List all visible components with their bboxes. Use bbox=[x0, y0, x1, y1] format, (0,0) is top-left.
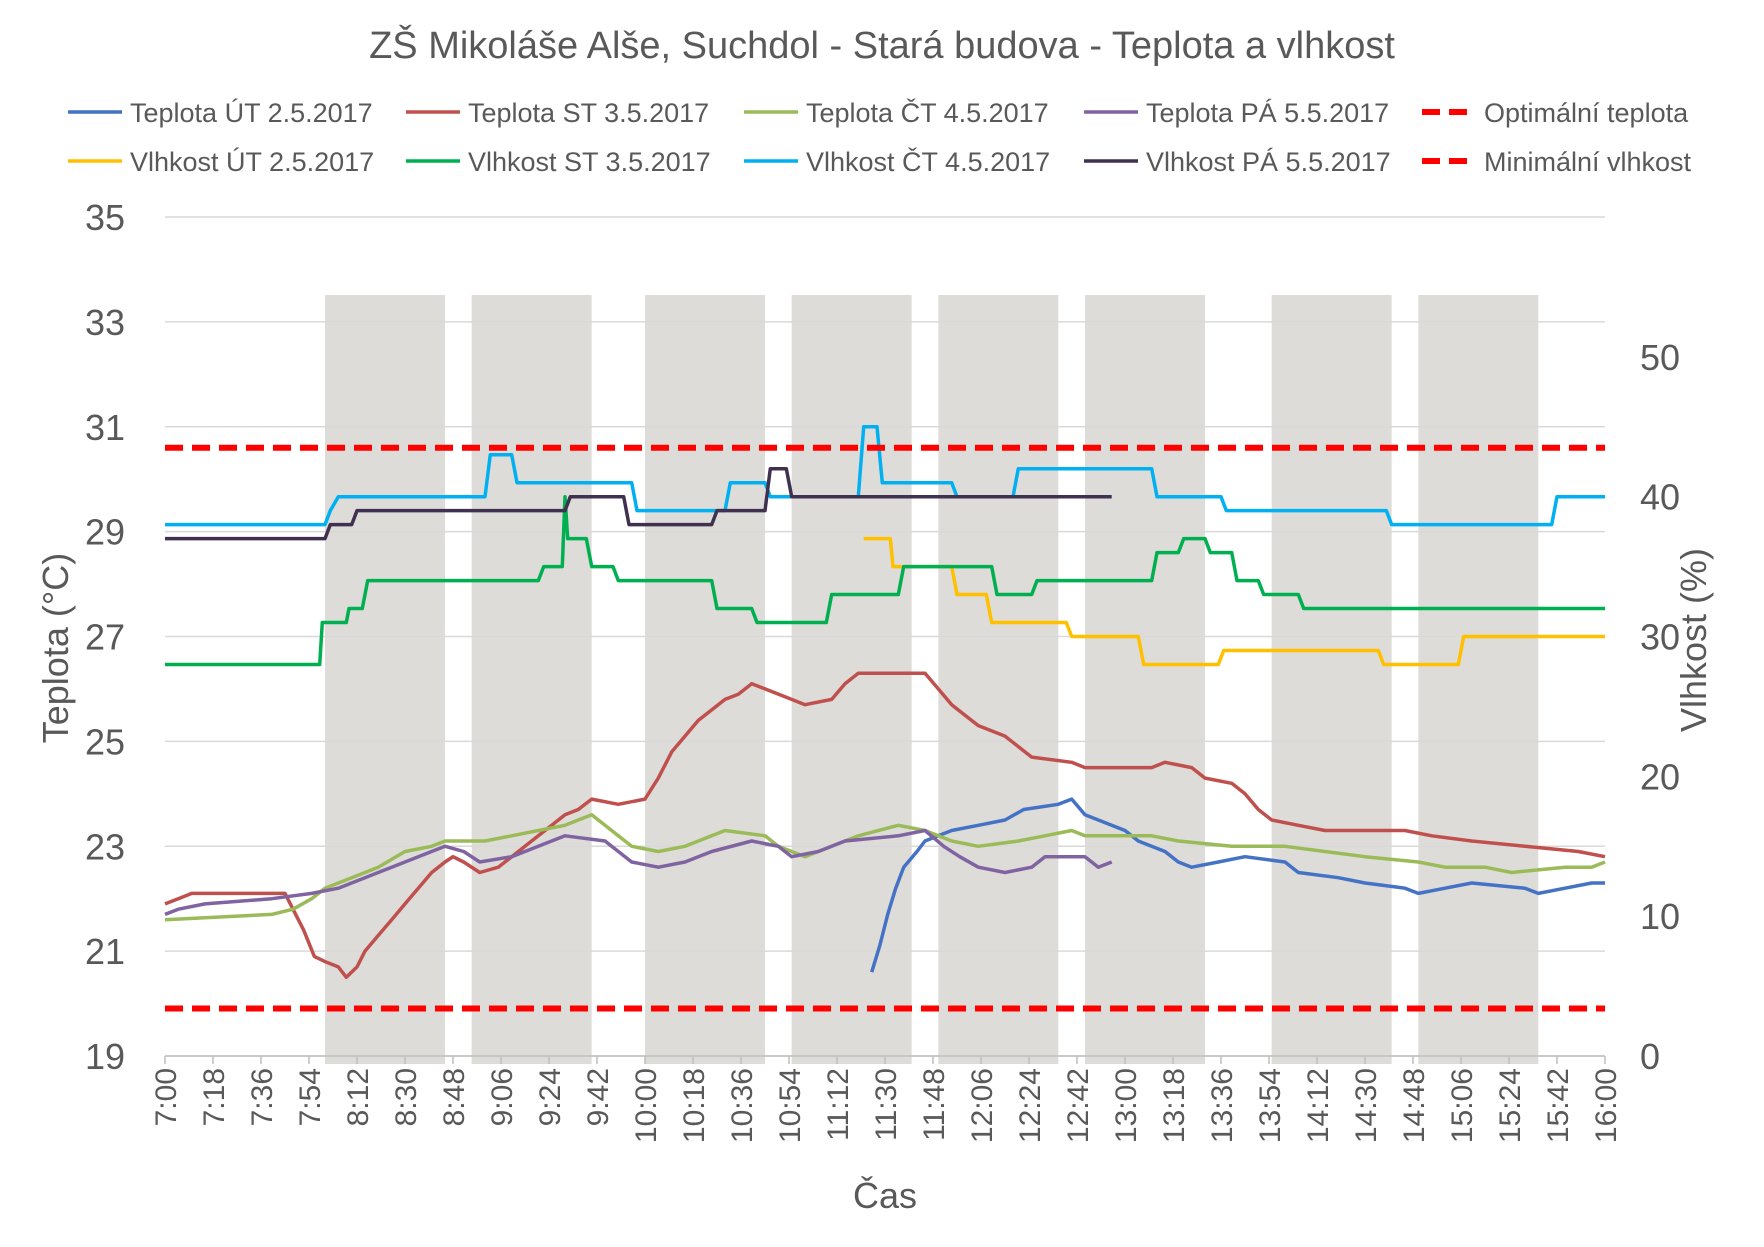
y-left-tick-label: 25 bbox=[85, 721, 125, 762]
series-teplota-ut-2-5-2017 bbox=[870, 797, 1605, 973]
series-vlhkost-ct-4-5-2017 bbox=[165, 425, 1605, 527]
x-tick-label: 16:00 bbox=[1590, 1068, 1623, 1143]
series-teplota-ct-4-5-2017 bbox=[164, 813, 1606, 922]
legend: Teplota ÚT 2.5.2017 Teplota ST 3.5.2017 Te… bbox=[68, 97, 1692, 177]
legend-label: Vlhkost ÚT 2.5.2017 bbox=[130, 146, 374, 177]
x-tick-label: 13:36 bbox=[1206, 1068, 1239, 1143]
y-left-tick-label: 21 bbox=[85, 931, 125, 972]
y-left-tick-label: 35 bbox=[85, 197, 125, 238]
series-teplota-pa-5-5-2017 bbox=[164, 828, 1113, 917]
y-left-tick-label: 31 bbox=[85, 407, 125, 448]
legend-label: Vlhkost ČT 4.5.2017 bbox=[806, 146, 1050, 177]
x-tick-label: 13:18 bbox=[1158, 1068, 1191, 1143]
shaded-period-2 bbox=[471, 295, 592, 1064]
x-tick-label: 13:00 bbox=[1110, 1068, 1143, 1143]
shaded-period-6 bbox=[1085, 295, 1205, 1064]
shaded-periods bbox=[325, 295, 1539, 1064]
y-right-tick-label: 30 bbox=[1640, 617, 1680, 658]
y-axis-left-label: Teplota (°C) bbox=[35, 553, 76, 743]
legend-label: Vlhkost PÁ 5.5.2017 bbox=[1146, 147, 1391, 177]
y-right-tick-label: 20 bbox=[1640, 756, 1680, 797]
legend-label: Minimální vlhkost bbox=[1484, 147, 1692, 177]
x-tick-label: 14:48 bbox=[1398, 1068, 1431, 1143]
y-right-tick-label: 10 bbox=[1640, 896, 1680, 937]
legend-label: Teplota PÁ 5.5.2017 bbox=[1146, 98, 1389, 128]
shaded-period-1 bbox=[325, 295, 445, 1064]
y-left-tick-label: 29 bbox=[85, 512, 125, 553]
y-left-tick-label: 19 bbox=[85, 1036, 125, 1077]
x-tick-label: 10:54 bbox=[774, 1068, 807, 1143]
shaded-period-3 bbox=[645, 295, 765, 1064]
x-tick-label: 7:36 bbox=[246, 1068, 279, 1126]
x-tick-label: 15:24 bbox=[1494, 1068, 1527, 1143]
x-tick-label: 11:12 bbox=[822, 1068, 855, 1141]
y-axis-right-label: Vlhkost (%) bbox=[1673, 548, 1714, 732]
legend-label: Teplota ÚT 2.5.2017 bbox=[130, 97, 373, 128]
x-tick-label: 12:06 bbox=[966, 1068, 999, 1143]
chart-title: ZŠ Mikoláše Alše, Suchdol - Stará budova… bbox=[369, 23, 1395, 67]
x-tick-label: 13:54 bbox=[1254, 1068, 1287, 1143]
shaded-period-8 bbox=[1418, 295, 1539, 1064]
legend-label: Teplota ST 3.5.2017 bbox=[468, 98, 709, 128]
x-axis-label: Čas bbox=[853, 1175, 917, 1216]
x-tick-label: 9:06 bbox=[486, 1068, 519, 1126]
series-vlhkost-pa-5-5-2017 bbox=[165, 466, 1112, 541]
axes: 19 21 23 25 27 29 31 33 35 0 10 20 30 40 50 7:00 7:18 7:3… bbox=[85, 197, 1680, 1143]
series-layer bbox=[164, 425, 1606, 980]
x-tick-label: 8:48 bbox=[438, 1068, 471, 1126]
x-tick-label: 9:24 bbox=[534, 1068, 567, 1126]
x-tick-label: 14:30 bbox=[1350, 1068, 1383, 1143]
y-right-tick-label: 0 bbox=[1640, 1036, 1660, 1077]
legend-label: Optimální teplota bbox=[1484, 98, 1689, 128]
legend-label: Vlhkost ST 3.5.2017 bbox=[468, 147, 711, 177]
x-tick-label: 8:30 bbox=[390, 1068, 423, 1126]
shaded-period-7 bbox=[1271, 295, 1392, 1064]
x-tick-label: 15:42 bbox=[1542, 1068, 1575, 1143]
y-right-tick-label: 50 bbox=[1640, 337, 1680, 378]
x-tick-label: 12:42 bbox=[1062, 1068, 1095, 1143]
y-left-tick-label: 23 bbox=[85, 826, 125, 867]
y-left-tick-label: 33 bbox=[85, 302, 125, 343]
x-tick-label: 10:00 bbox=[630, 1068, 663, 1143]
legend-label: Teplota ČT 4.5.2017 bbox=[806, 97, 1049, 128]
x-tick-label: 8:12 bbox=[342, 1068, 375, 1126]
x-tick-label: 11:30 bbox=[870, 1068, 903, 1141]
shaded-period-5 bbox=[938, 295, 1059, 1064]
x-tick-label: 7:00 bbox=[150, 1068, 183, 1126]
series-teplota-st-3-5-2017 bbox=[164, 671, 1606, 980]
x-tick-label: 12:24 bbox=[1014, 1068, 1047, 1143]
x-tick-label: 9:42 bbox=[582, 1068, 615, 1126]
x-tick-label: 10:36 bbox=[726, 1068, 759, 1143]
x-tick-label: 15:06 bbox=[1446, 1068, 1479, 1143]
y-left-tick-label: 27 bbox=[85, 617, 125, 658]
x-tick-label: 7:54 bbox=[294, 1068, 327, 1126]
x-tick-label: 7:18 bbox=[198, 1068, 231, 1126]
series-vlhkost-st-3-5-2017 bbox=[165, 494, 1605, 667]
y-right-tick-label: 40 bbox=[1640, 477, 1680, 518]
x-tick-label: 11:48 bbox=[918, 1068, 951, 1141]
x-tick-label: 10:18 bbox=[678, 1068, 711, 1143]
reference-lines bbox=[165, 444, 1605, 1012]
x-tick-label: 14:12 bbox=[1302, 1068, 1335, 1143]
